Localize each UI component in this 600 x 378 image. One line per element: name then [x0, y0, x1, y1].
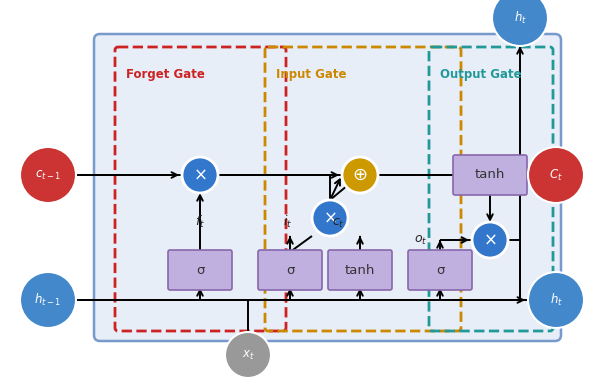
Circle shape — [312, 200, 348, 236]
Circle shape — [528, 272, 584, 328]
Text: Output Gate: Output Gate — [440, 68, 521, 81]
Text: $i_t$: $i_t$ — [283, 214, 293, 230]
Circle shape — [472, 222, 508, 258]
Text: $o_t$: $o_t$ — [413, 234, 427, 246]
FancyBboxPatch shape — [328, 250, 392, 290]
Text: tanh: tanh — [345, 263, 375, 276]
FancyBboxPatch shape — [94, 34, 561, 341]
Circle shape — [492, 0, 548, 46]
Circle shape — [20, 272, 76, 328]
Circle shape — [182, 157, 218, 193]
FancyBboxPatch shape — [408, 250, 472, 290]
Circle shape — [20, 147, 76, 203]
Text: $c_t$: $c_t$ — [332, 217, 344, 230]
FancyBboxPatch shape — [258, 250, 322, 290]
Text: $\times$: $\times$ — [483, 231, 497, 249]
Text: σ: σ — [196, 263, 204, 276]
Text: $c_{t-1}$: $c_{t-1}$ — [35, 169, 61, 181]
Text: σ: σ — [286, 263, 294, 276]
FancyBboxPatch shape — [453, 155, 527, 195]
Text: $f_t$: $f_t$ — [195, 214, 205, 230]
Text: $h_t$: $h_t$ — [514, 10, 526, 26]
Text: $\times$: $\times$ — [323, 209, 337, 227]
Text: Input Gate: Input Gate — [276, 68, 347, 81]
Text: $h_t$: $h_t$ — [550, 292, 562, 308]
Text: $h_{t-1}$: $h_{t-1}$ — [34, 292, 62, 308]
Circle shape — [342, 157, 378, 193]
Text: σ: σ — [436, 263, 444, 276]
FancyBboxPatch shape — [168, 250, 232, 290]
Text: Forget Gate: Forget Gate — [126, 68, 205, 81]
Text: $C_t$: $C_t$ — [549, 167, 563, 183]
Circle shape — [528, 147, 584, 203]
Text: tanh: tanh — [475, 169, 505, 181]
Text: $x_t$: $x_t$ — [242, 349, 254, 361]
Circle shape — [225, 332, 271, 378]
Text: $\oplus$: $\oplus$ — [352, 166, 368, 184]
Text: $\times$: $\times$ — [193, 166, 207, 184]
